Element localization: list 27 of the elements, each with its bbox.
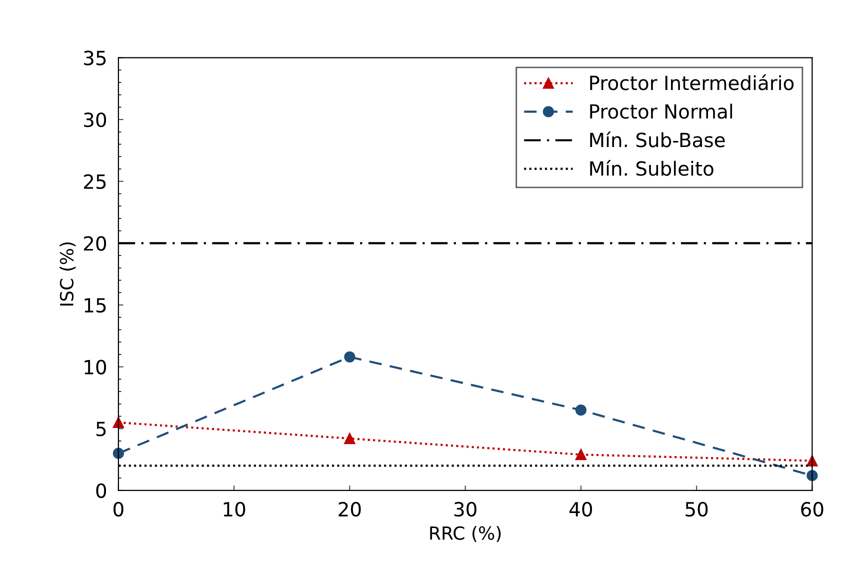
y-tick-label: 20	[84, 236, 106, 251]
y-tick-label: 0	[96, 483, 106, 498]
y-tick-label: 10	[84, 360, 106, 374]
point	[575, 404, 586, 416]
legend-label: Mín. Subleito	[590, 160, 714, 176]
x-tick-label: 60	[801, 502, 824, 517]
legend-label: Proctor Intermediário	[590, 74, 794, 90]
x-tick-label: 50	[686, 502, 708, 517]
point	[112, 448, 124, 459]
y-axis-title: ISC (%)	[60, 242, 76, 306]
x-tick-label: 10	[224, 502, 246, 517]
x-axis-title: RRC (%)	[430, 526, 501, 542]
y-tick-label: 15	[84, 298, 106, 313]
point	[575, 449, 586, 460]
point	[344, 351, 356, 362]
y-tick-label: 5	[96, 422, 106, 436]
y-tick-label: 30	[84, 112, 106, 128]
point	[806, 470, 818, 482]
x-tick-label: 0	[114, 502, 124, 517]
x-tick-label: 40	[570, 502, 592, 517]
x-tick-label: 30	[454, 502, 476, 517]
legend-label: Mín. Sub-Base	[590, 132, 725, 148]
point	[344, 432, 356, 444]
legend-label: Proctor Normal	[590, 104, 732, 119]
y-tick-label: 35	[84, 50, 106, 66]
x-tick-label: 20	[338, 502, 361, 517]
y-tick-label: 25	[84, 174, 106, 190]
